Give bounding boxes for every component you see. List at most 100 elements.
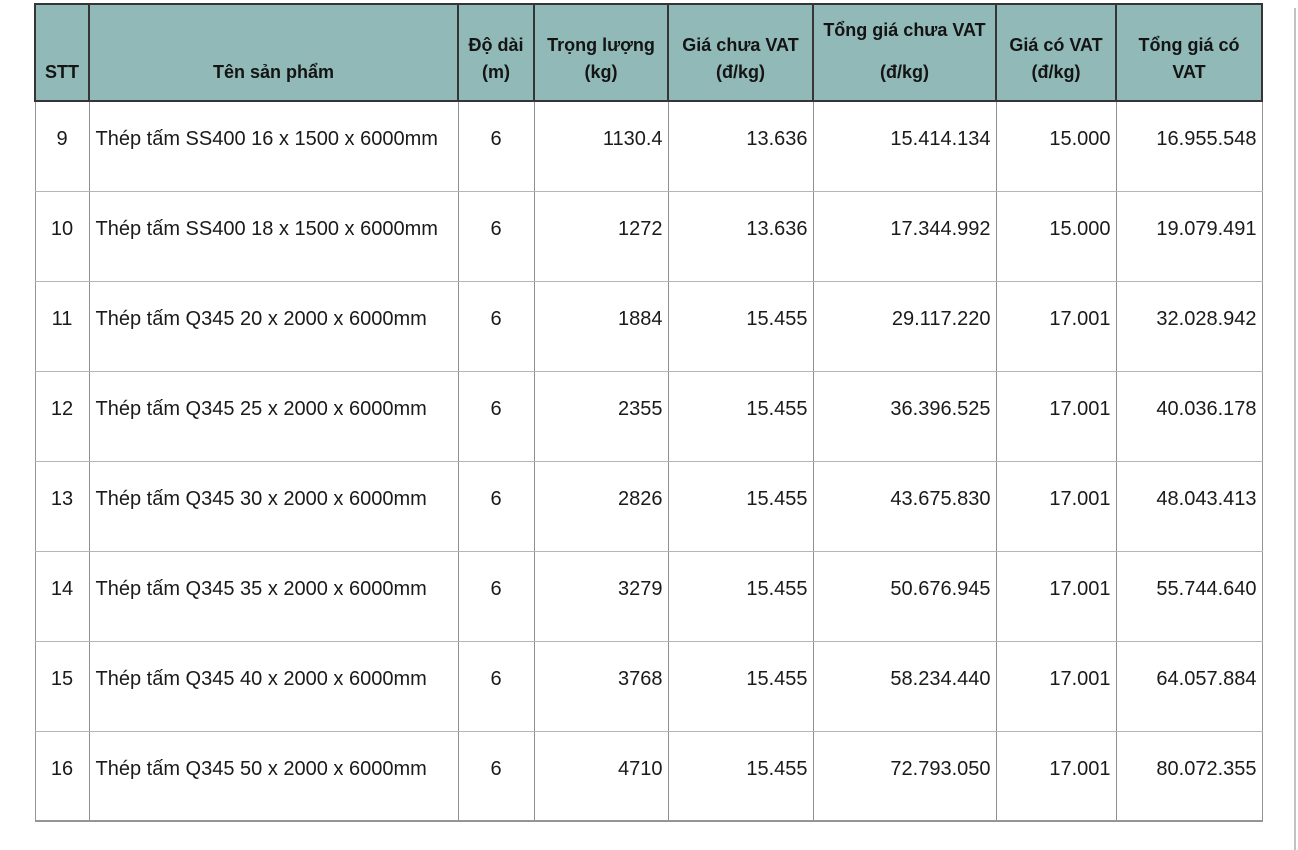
header-cell-price_no_vat: Giá chưa VAT (đ/kg) — [667, 3, 814, 102]
cell-name: Thép tấm Q345 20 x 2000 x 6000mm — [88, 281, 459, 372]
cell-stt: 12 — [34, 371, 90, 462]
header-label-line: (kg) — [584, 62, 618, 82]
cell-length: 6 — [457, 101, 535, 192]
cell-price_no_vat: 15.455 — [667, 281, 814, 372]
cell-price_no_vat: 15.455 — [667, 551, 814, 642]
header-row: STT Tên sản phẩm Độ dài (m) Trọng lượng (kg) G… — [34, 3, 1263, 102]
cell-total_no_vat: 17.344.992 — [812, 191, 997, 282]
cell-total_vat: 55.744.640 — [1115, 551, 1263, 642]
header-cell-total_no_vat: Tổng giá chưa VAT (đ/kg) — [812, 3, 997, 102]
header-label-line: (đ/kg) — [880, 62, 929, 82]
cell-price_vat: 17.001 — [995, 461, 1117, 552]
sheet-right-edge-line — [1294, 8, 1296, 850]
cell-price_vat: 15.000 — [995, 101, 1117, 192]
cell-total_no_vat: 58.234.440 — [812, 641, 997, 732]
price-table: STT Tên sản phẩm Độ dài (m) Trọng lượng (kg) G… — [34, 3, 1263, 822]
cell-length: 6 — [457, 731, 535, 822]
header-label-line: (m) — [482, 62, 510, 82]
cell-total_no_vat: 15.414.134 — [812, 101, 997, 192]
cell-price_vat: 17.001 — [995, 731, 1117, 822]
table-row: 10 Thép tấm SS400 18 x 1500 x 6000mm 6 1272… — [34, 191, 1263, 282]
cell-price_vat: 17.001 — [995, 281, 1117, 372]
cell-weight: 1884 — [533, 281, 669, 372]
header-label-line: (đ/kg) — [1031, 62, 1081, 82]
cell-total_vat: 40.036.178 — [1115, 371, 1263, 462]
cell-length: 6 — [457, 461, 535, 552]
cell-total_no_vat: 43.675.830 — [812, 461, 997, 552]
cell-weight: 3768 — [533, 641, 669, 732]
header-cell-stt: STT — [34, 3, 90, 102]
cell-weight: 3279 — [533, 551, 669, 642]
cell-name: Thép tấm SS400 16 x 1500 x 6000mm — [88, 101, 459, 192]
header-label-line: VAT — [1172, 62, 1206, 82]
cell-total_vat: 16.955.548 — [1115, 101, 1263, 192]
table-row: 11 Thép tấm Q345 20 x 2000 x 6000mm 6 1884 1… — [34, 281, 1263, 372]
header-label-line: Giá chưa VAT — [682, 35, 799, 55]
cell-weight: 2355 — [533, 371, 669, 462]
table-body: 9 Thép tấm SS400 16 x 1500 x 6000mm 6 1130.… — [34, 101, 1263, 822]
header-label-line: Giá có VAT — [1009, 35, 1103, 55]
cell-name: Thép tấm Q345 25 x 2000 x 6000mm — [88, 371, 459, 462]
table-row: 12 Thép tấm Q345 25 x 2000 x 6000mm 6 2355 1… — [34, 371, 1263, 462]
cell-total_no_vat: 72.793.050 — [812, 731, 997, 822]
cell-price_no_vat: 13.636 — [667, 101, 814, 192]
header-cell-price_vat: Giá có VAT (đ/kg) — [995, 3, 1117, 102]
header-cell-length: Độ dài (m) — [457, 3, 535, 102]
cell-total_no_vat: 29.117.220 — [812, 281, 997, 372]
cell-weight: 4710 — [533, 731, 669, 822]
cell-name: Thép tấm Q345 50 x 2000 x 6000mm — [88, 731, 459, 822]
header-label-line: Tổng giá chưa VAT — [823, 20, 986, 40]
cell-stt: 11 — [34, 281, 90, 372]
cell-length: 6 — [457, 641, 535, 732]
cell-length: 6 — [457, 551, 535, 642]
table-row: 16 Thép tấm Q345 50 x 2000 x 6000mm 6 4710 1… — [34, 731, 1263, 822]
cell-price_vat: 17.001 — [995, 551, 1117, 642]
cell-length: 6 — [457, 281, 535, 372]
cell-total_no_vat: 50.676.945 — [812, 551, 997, 642]
cell-price_vat: 17.001 — [995, 371, 1117, 462]
cell-total_vat: 80.072.355 — [1115, 731, 1263, 822]
header-cell-weight: Trọng lượng (kg) — [533, 3, 669, 102]
cell-name: Thép tấm SS400 18 x 1500 x 6000mm — [88, 191, 459, 282]
cell-stt: 15 — [34, 641, 90, 732]
header-label-line: STT — [45, 62, 79, 82]
cell-stt: 16 — [34, 731, 90, 822]
cell-name: Thép tấm Q345 30 x 2000 x 6000mm — [88, 461, 459, 552]
header-label-line: (đ/kg) — [716, 62, 765, 82]
header-cell-total_vat: Tổng giá có VAT — [1115, 3, 1263, 102]
table-row: 13 Thép tấm Q345 30 x 2000 x 6000mm 6 2826 1… — [34, 461, 1263, 552]
cell-weight: 2826 — [533, 461, 669, 552]
cell-price_vat: 17.001 — [995, 641, 1117, 732]
header-label-line: Tên sản phẩm — [212, 62, 335, 82]
cell-weight: 1130.4 — [533, 101, 669, 192]
cell-total_no_vat: 36.396.525 — [812, 371, 997, 462]
cell-total_vat: 64.057.884 — [1115, 641, 1263, 732]
cell-length: 6 — [457, 191, 535, 282]
header-label-line: Tổng giá có — [1138, 35, 1240, 55]
cell-price_no_vat: 15.455 — [667, 371, 814, 462]
cell-price_no_vat: 15.455 — [667, 461, 814, 552]
cell-price_no_vat: 15.455 — [667, 731, 814, 822]
cell-stt: 9 — [34, 101, 90, 192]
cell-price_no_vat: 15.455 — [667, 641, 814, 732]
cell-stt: 14 — [34, 551, 90, 642]
cell-name: Thép tấm Q345 35 x 2000 x 6000mm — [88, 551, 459, 642]
header-label-line: Độ dài — [468, 35, 524, 55]
table-header: STT Tên sản phẩm Độ dài (m) Trọng lượng (kg) G… — [34, 3, 1263, 102]
cell-total_vat: 48.043.413 — [1115, 461, 1263, 552]
cell-name: Thép tấm Q345 40 x 2000 x 6000mm — [88, 641, 459, 732]
cell-total_vat: 19.079.491 — [1115, 191, 1263, 282]
cell-price_no_vat: 13.636 — [667, 191, 814, 282]
header-cell-name: Tên sản phẩm — [88, 3, 459, 102]
cell-stt: 10 — [34, 191, 90, 282]
table-row: 14 Thép tấm Q345 35 x 2000 x 6000mm 6 3279 1… — [34, 551, 1263, 642]
table-row: 9 Thép tấm SS400 16 x 1500 x 6000mm 6 1130.… — [34, 101, 1263, 192]
cell-stt: 13 — [34, 461, 90, 552]
cell-total_vat: 32.028.942 — [1115, 281, 1263, 372]
cell-price_vat: 15.000 — [995, 191, 1117, 282]
cell-length: 6 — [457, 371, 535, 462]
header-label-line: Trọng lượng — [547, 35, 655, 55]
table-row: 15 Thép tấm Q345 40 x 2000 x 6000mm 6 3768 1… — [34, 641, 1263, 732]
cell-weight: 1272 — [533, 191, 669, 282]
